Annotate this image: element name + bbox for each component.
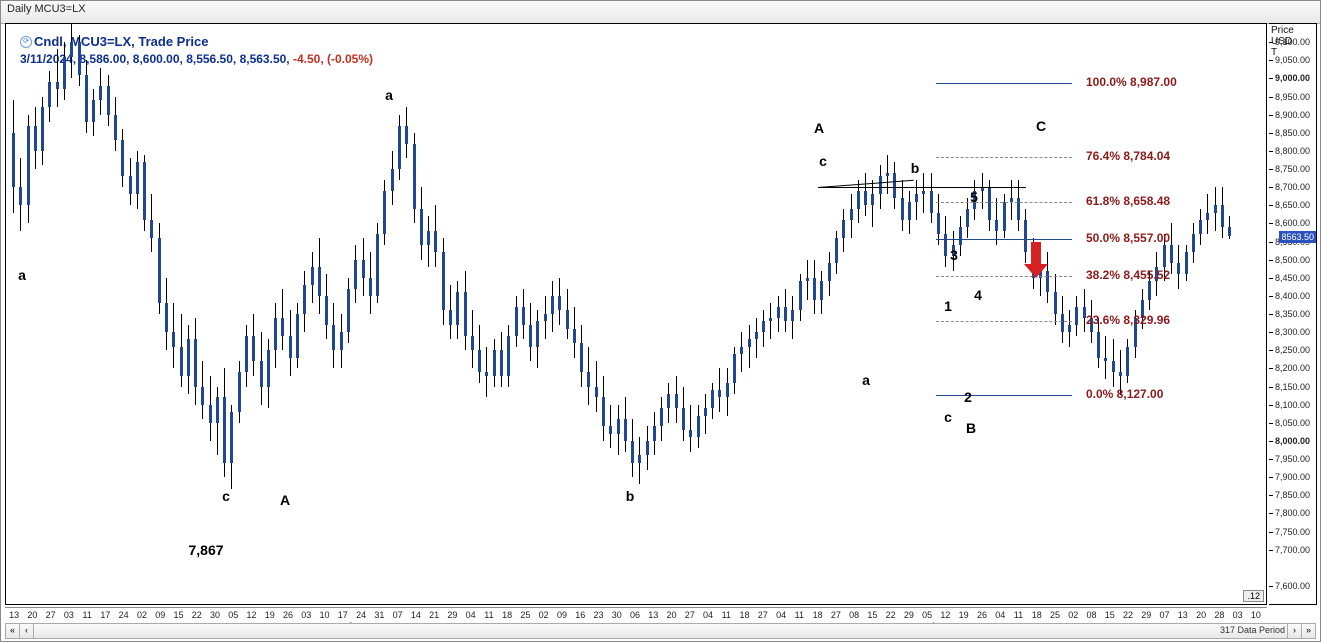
wave-label: c xyxy=(222,488,230,504)
nav-last-icon[interactable]: » xyxy=(1301,624,1315,638)
wave-label: A xyxy=(280,492,290,508)
chart-title: Daily MCU3=LX xyxy=(7,3,86,15)
wave-label: 3 xyxy=(950,247,958,263)
wave-label: A xyxy=(814,120,824,136)
data-period-label: 317 Data Period xyxy=(1220,624,1285,636)
nav-first-icon[interactable]: « xyxy=(6,624,20,638)
wave-label: 5 xyxy=(970,189,978,205)
wave-label: b xyxy=(911,160,920,176)
plot-area: ⟳ Cndl, MCU3=LX, Trade Price 3/11/2024, … xyxy=(5,23,1267,605)
wave-label: c xyxy=(944,409,952,425)
wave-label: a xyxy=(385,87,393,103)
nav-prev-icon[interactable]: ‹ xyxy=(20,624,34,638)
fib-label: 23.6% 8,329.96 xyxy=(1086,313,1170,327)
fib-label: 50.0% 8,557.00 xyxy=(1086,231,1170,245)
fib-label: 76.4% 8,784.04 xyxy=(1086,149,1170,163)
wave-label: 1 xyxy=(944,298,952,314)
wave-label: c xyxy=(819,153,827,169)
series-header: Cndl, MCU3=LX, Trade Price xyxy=(34,34,208,49)
wave-label: b xyxy=(626,488,635,504)
nav-bar: « ‹ 317 Data Period › » xyxy=(5,623,1316,639)
nav-next-icon[interactable]: › xyxy=(1287,624,1301,638)
down-arrow-icon xyxy=(1031,242,1041,264)
refresh-icon[interactable]: ⟳ xyxy=(20,36,32,48)
corner-badge: .12 xyxy=(1243,590,1264,602)
fib-label: 61.8% 8,658.48 xyxy=(1086,194,1170,208)
wave-label: a xyxy=(18,267,26,283)
last-price-marker: 8563.50 xyxy=(1279,231,1316,243)
floor-price: 7,867 xyxy=(188,542,223,558)
wave-label: 2 xyxy=(964,389,972,405)
wave-label: B xyxy=(966,420,976,436)
fib-label: 0.0% 8,127.00 xyxy=(1086,387,1163,401)
wave-label: a xyxy=(862,372,870,388)
fib-label: 100.0% 8,987.00 xyxy=(1086,75,1177,89)
fib-label: 38.2% 8,455.52 xyxy=(1086,268,1170,282)
y-axis-title: PriceUSDT xyxy=(1271,25,1294,58)
wave-label: 4 xyxy=(974,287,982,303)
y-axis: 7,600.007,700.007,750.007,800.007,850.00… xyxy=(1269,23,1317,605)
wave-label: C xyxy=(1036,118,1046,134)
